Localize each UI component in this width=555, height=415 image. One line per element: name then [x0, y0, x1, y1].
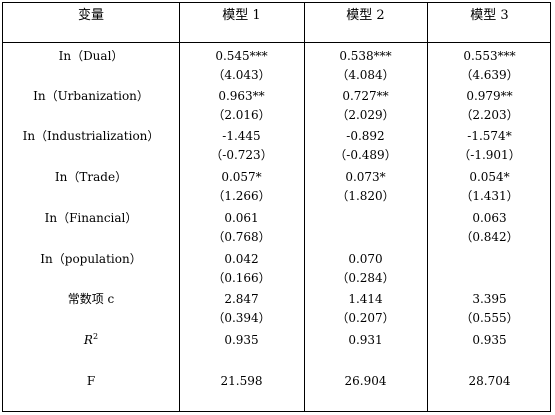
header-model-1: 模型 1	[222, 8, 261, 23]
t-value: （1.431）	[460, 189, 519, 203]
coef: 0.054*	[469, 170, 510, 184]
t-value: （4.043）	[212, 68, 271, 82]
t-value: （0.284）	[336, 271, 395, 285]
regression-table: 变量 模型 1 模型 2 模型 3 In（Dual） 0.545*** （4.0…	[2, 2, 551, 412]
t-value: （0.207）	[336, 311, 395, 325]
t-value: （4.084）	[336, 68, 395, 82]
t-value: （0.842）	[460, 230, 519, 244]
row-label-financial: In（Financial）	[44, 211, 138, 225]
row-label-urbanization: In（Urbanization）	[33, 89, 149, 103]
coef: -1.574*	[467, 129, 512, 143]
r-squared-base: R	[83, 333, 93, 347]
column-divider	[427, 3, 428, 411]
t-value: （-0.489）	[334, 148, 397, 162]
t-value: （1.820）	[336, 189, 395, 203]
r-squared-value: 0.931	[348, 333, 383, 347]
coef: 0.963**	[218, 89, 265, 103]
t-value: （2.029）	[336, 108, 395, 122]
coef: 0.063	[472, 211, 507, 225]
t-value: （0.394）	[212, 311, 271, 325]
row-label-f: F	[86, 374, 96, 388]
coef: 0.070	[348, 252, 383, 266]
header-divider	[3, 42, 550, 43]
t-value: （-1.901）	[458, 148, 521, 162]
coef: 0.057*	[221, 170, 262, 184]
coef: 0.553***	[463, 49, 516, 63]
row-label-industrialization: In（Industrialization）	[22, 129, 160, 143]
t-value: （0.768）	[212, 230, 271, 244]
row-label-trade: In（Trade）	[54, 170, 128, 184]
r-squared-exponent: 2	[92, 332, 99, 341]
t-value: （2.203）	[460, 108, 519, 122]
coef: 0.727**	[342, 89, 389, 103]
row-label-constant: 常数项 c	[67, 292, 115, 306]
t-value: （0.166）	[212, 271, 271, 285]
coef: -1.445	[222, 129, 261, 143]
t-value: （4.639）	[460, 68, 519, 82]
f-value: 21.598	[220, 374, 263, 388]
t-value: （1.266）	[212, 189, 271, 203]
coef: 1.414	[348, 292, 383, 306]
coef: 0.061	[224, 211, 259, 225]
t-value: （-0.723）	[210, 148, 273, 162]
coef: 0.073*	[345, 170, 386, 184]
coef: -0.892	[346, 129, 385, 143]
f-value: 26.904	[344, 374, 387, 388]
r-squared-value: 0.935	[224, 333, 259, 347]
row-label-population: In（population）	[40, 252, 142, 266]
row-label-dual: In（Dual）	[58, 49, 124, 63]
header-variable: 变量	[77, 8, 104, 23]
t-value: （0.555）	[460, 311, 519, 325]
coef: 0.979**	[466, 89, 513, 103]
f-value: 28.704	[468, 374, 511, 388]
coef: 0.042	[224, 252, 259, 266]
row-label-r-squared: R2	[3, 332, 179, 348]
coef: 0.545***	[215, 49, 268, 63]
header-model-2: 模型 2	[346, 8, 385, 23]
column-divider	[304, 3, 305, 411]
coef: 0.538***	[339, 49, 392, 63]
header-model-3: 模型 3	[470, 8, 509, 23]
r-squared-value: 0.935	[472, 333, 507, 347]
t-value: （2.016）	[212, 108, 271, 122]
coef: 2.847	[224, 292, 259, 306]
column-divider	[179, 3, 180, 411]
coef: 3.395	[472, 292, 507, 306]
